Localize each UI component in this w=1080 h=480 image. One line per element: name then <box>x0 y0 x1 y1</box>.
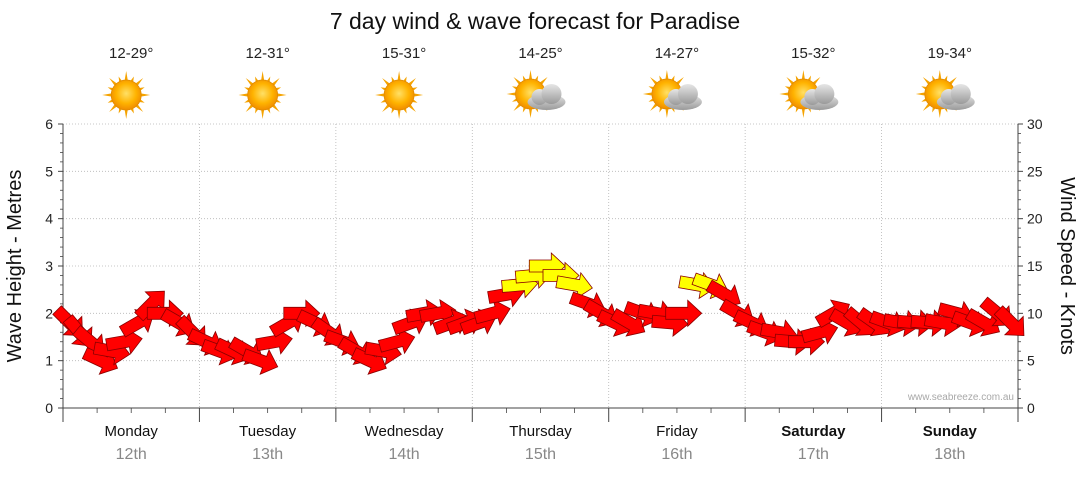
cloud-shape <box>936 84 975 110</box>
sun-ray <box>140 93 151 97</box>
y-tick-label-right: 20 <box>1027 211 1043 227</box>
sun-ray <box>124 71 128 82</box>
partly-cloudy-icon <box>915 70 975 118</box>
sun-ray <box>276 93 287 97</box>
y-axis-title-left: Wave Height - Metres <box>4 170 26 363</box>
day-name: Thursday <box>509 423 572 440</box>
y-tick-label-left: 0 <box>45 400 53 416</box>
y-tick-label-left: 5 <box>45 163 53 179</box>
day-temperature: 14-27° <box>655 45 699 62</box>
wind-arrow <box>241 348 279 376</box>
y-tick-label-left: 6 <box>45 116 53 132</box>
wind-arrow <box>610 308 646 337</box>
day-date: 14th <box>389 446 420 463</box>
day-temperature: 15-31° <box>382 45 426 62</box>
sun-ray <box>413 93 424 97</box>
day-name: Tuesday <box>239 423 296 440</box>
sun-ray <box>375 93 386 97</box>
day-date: 13th <box>252 446 283 463</box>
sun-disc <box>110 79 142 111</box>
sun-ray <box>801 107 805 118</box>
sun-disc <box>247 79 279 111</box>
cloud-puff <box>814 84 835 104</box>
sun-ray <box>801 70 805 81</box>
sun-ray <box>938 107 942 118</box>
cloud-puff <box>541 84 562 104</box>
y-tick-label-left: 1 <box>45 353 53 369</box>
day-name: Sunday <box>923 423 978 440</box>
sun-ray <box>665 107 669 118</box>
partly-cloudy-icon <box>506 70 566 118</box>
sun-ray <box>938 70 942 81</box>
sun-ray <box>642 92 653 96</box>
wind-arrow <box>473 298 511 326</box>
cloud-shape <box>800 84 839 110</box>
y-tick-label-right: 25 <box>1027 163 1043 179</box>
day-name: Monday <box>105 423 159 440</box>
day-date: 12th <box>116 446 147 463</box>
day-date: 18th <box>934 446 965 463</box>
wind-arrow <box>993 305 1025 336</box>
sun-ray <box>506 92 517 96</box>
sun-ray <box>124 108 128 119</box>
sun-ray <box>397 108 401 119</box>
day-name: Wednesday <box>365 423 444 440</box>
sun-ray <box>915 92 926 96</box>
day-name: Saturday <box>781 423 846 440</box>
wind-arrow <box>134 290 165 322</box>
y-tick-label-left: 4 <box>45 211 53 227</box>
y-tick-label-right: 5 <box>1027 353 1035 369</box>
sun-ray <box>397 71 401 82</box>
y-tick-label-left: 3 <box>45 258 53 274</box>
wind-arrow <box>964 308 1000 337</box>
sunny-icon <box>102 71 151 119</box>
y-axis-title-right: Wind Speed - Knots <box>1056 177 1078 355</box>
y-tick-label-right: 30 <box>1027 116 1043 132</box>
watermark-text: www.seabreeze.com.au <box>907 392 1014 403</box>
day-date: 16th <box>661 446 692 463</box>
day-temperature: 19-34° <box>928 45 972 62</box>
y-tick-label-right: 0 <box>1027 400 1035 416</box>
sun-ray <box>238 93 249 97</box>
sunny-icon <box>375 71 424 119</box>
y-tick-label-right: 15 <box>1027 258 1043 274</box>
y-tick-label-left: 2 <box>45 305 53 321</box>
sun-disc <box>383 79 415 111</box>
day-date: 15th <box>525 446 556 463</box>
cloud-puff <box>677 84 698 104</box>
day-temperature: 14-25° <box>518 45 562 62</box>
sun-ray <box>261 108 265 119</box>
sun-ray <box>261 71 265 82</box>
partly-cloudy-icon <box>642 70 702 118</box>
y-tick-label-right: 10 <box>1027 305 1043 321</box>
sunny-icon <box>238 71 287 119</box>
sun-ray <box>665 70 669 81</box>
day-temperature: 12-31° <box>245 45 289 62</box>
cloud-puff <box>950 84 971 104</box>
sun-ray <box>102 93 113 97</box>
day-temperature: 12-29° <box>109 45 153 62</box>
chart-title: 7 day wind & wave forecast for Paradise <box>330 8 740 34</box>
sun-ray <box>779 92 790 96</box>
wind-arrow <box>555 271 593 300</box>
partly-cloudy-icon <box>779 70 839 118</box>
day-name: Friday <box>656 423 698 440</box>
sun-ray <box>528 70 533 81</box>
day-date: 17th <box>798 446 829 463</box>
cloud-shape <box>663 84 702 110</box>
wind-arrow <box>665 299 703 328</box>
day-temperature: 15-32° <box>791 45 835 62</box>
sun-ray <box>528 107 533 118</box>
cloud-shape <box>527 84 566 110</box>
